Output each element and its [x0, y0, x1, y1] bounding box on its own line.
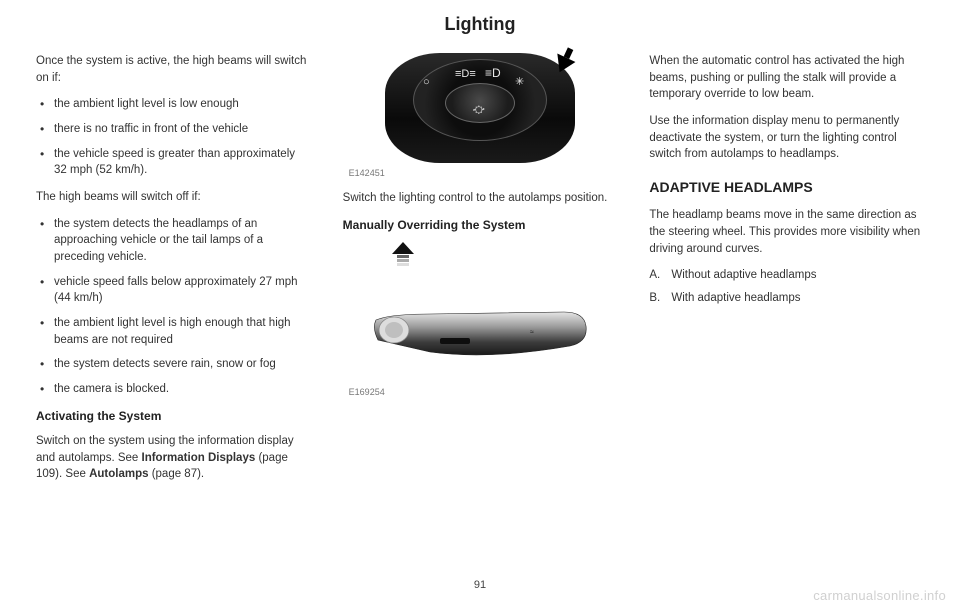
figure-label: E142451	[349, 167, 618, 180]
lighting-dial-figure: ○ ≡D≡ ≡D ✳ ⛮	[343, 53, 618, 163]
item-letter: A.	[649, 267, 660, 284]
list-item: the system detects the headlamps of an a…	[36, 216, 311, 266]
column-1: Once the system is active, the high beam…	[36, 53, 311, 493]
watermark: carmanualsonline.info	[813, 588, 946, 603]
lighting-dial: ○ ≡D≡ ≡D ✳ ⛮	[385, 53, 575, 163]
autolamps-icon: ✳	[515, 75, 524, 91]
off-position-icon: ○	[423, 75, 430, 91]
activating-paragraph: Switch on the system using the informati…	[36, 433, 311, 483]
item-text: With adaptive headlamps	[671, 292, 800, 304]
off-conditions-list: the system detects the headlamps of an a…	[36, 216, 311, 398]
override-paragraph-1: When the automatic control has activated…	[649, 53, 924, 103]
headlamps-icon: ≡D	[485, 65, 501, 82]
bold-ref: Information Displays	[142, 452, 256, 464]
lamp-icon: ⛮	[473, 103, 485, 119]
adaptive-headlamps-heading: ADAPTIVE HEADLAMPS	[649, 177, 924, 197]
list-item: the system detects severe rain, snow or …	[36, 356, 311, 373]
page-title: Lighting	[0, 0, 960, 53]
override-paragraph-2: Use the information display menu to perm…	[649, 113, 924, 163]
parking-lights-icon: ≡D≡	[455, 67, 476, 83]
item-letter: B.	[649, 290, 660, 307]
svg-text:≈: ≈	[530, 329, 534, 336]
list-item: B. With adaptive headlamps	[649, 290, 924, 307]
column-3: When the automatic control has activated…	[649, 53, 924, 493]
adaptive-paragraph: The headlamp beams move in the same dire…	[649, 207, 924, 257]
list-item: the vehicle speed is greater than approx…	[36, 146, 311, 179]
column-2: ○ ≡D≡ ≡D ✳ ⛮ E142451 Switch the lighting…	[343, 53, 618, 493]
push-up-arrow-icon	[392, 242, 414, 270]
adaptive-list: A. Without adaptive headlamps B. With ad…	[649, 267, 924, 306]
text-run: (page 87).	[149, 468, 205, 480]
high-beams-off-intro: The high beams will switch off if:	[36, 189, 311, 206]
high-beams-on-intro: Once the system is active, the high beam…	[36, 53, 311, 86]
activating-subhead: Activating the System	[36, 408, 311, 425]
bold-ref: Autolamps	[89, 468, 148, 480]
list-item: there is no traffic in front of the vehi…	[36, 121, 311, 138]
list-item: vehicle speed falls below approximately …	[36, 274, 311, 307]
figure-label: E169254	[349, 386, 618, 399]
list-item: the ambient light level is low enough	[36, 96, 311, 113]
content-columns: Once the system is active, the high beam…	[0, 53, 960, 493]
dial-caption: Switch the lighting control to the autol…	[343, 190, 618, 207]
item-text: Without adaptive headlamps	[671, 269, 816, 281]
list-item: the ambient light level is high enough t…	[36, 315, 311, 348]
override-subhead: Manually Overriding the System	[343, 217, 618, 234]
turn-signal-stalk: ≈	[370, 302, 590, 354]
on-conditions-list: the ambient light level is low enough th…	[36, 96, 311, 179]
list-item: the camera is blocked.	[36, 381, 311, 398]
list-item: A. Without adaptive headlamps	[649, 267, 924, 284]
stalk-figure: ≈	[343, 242, 618, 382]
